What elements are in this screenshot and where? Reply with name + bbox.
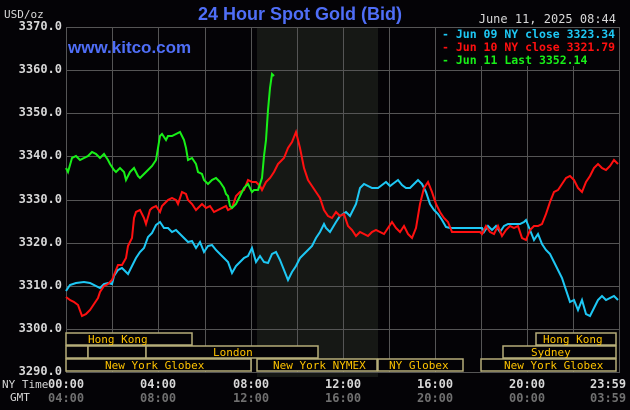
y-tick: 3320.0 bbox=[18, 235, 62, 249]
grid bbox=[66, 27, 620, 373]
legend-item-jun10: - Jun 10 NY close 3321.79 bbox=[442, 40, 616, 54]
x-tick-ny: 04:00 bbox=[140, 377, 177, 391]
legend-label: Jun 11 Last 3352.14 bbox=[455, 53, 588, 67]
y-tick: 3330.0 bbox=[18, 192, 62, 206]
session-new-york-globex-2: New York Globex bbox=[504, 359, 604, 372]
x-tick-gmt: 16:00 bbox=[325, 391, 362, 405]
y-tick: 3360.0 bbox=[18, 62, 62, 76]
session-new-york-nymex: New York NYMEX bbox=[273, 359, 366, 372]
session-sydney: Sydney bbox=[531, 346, 571, 359]
x-tick-gmt: 12:00 bbox=[233, 391, 270, 405]
x-row-label-ny: NY Time bbox=[2, 378, 49, 391]
y-tick: 3370.0 bbox=[18, 19, 62, 33]
y-tick: 3340.0 bbox=[18, 148, 62, 162]
chart-title-text: 24 Hour Spot Gold (Bid) bbox=[198, 4, 402, 24]
series-jun09-line bbox=[65, 178, 619, 318]
x-tick-ny: 16:00 bbox=[417, 377, 454, 391]
series-jun10-line bbox=[65, 128, 619, 318]
legend-label: Jun 09 NY close 3323.34 bbox=[455, 27, 616, 41]
x-tick-ny: 12:00 bbox=[325, 377, 362, 391]
x-tick-ny: 00:00 bbox=[48, 377, 85, 391]
y-tick: 3300.0 bbox=[18, 321, 62, 335]
series-jun11-line bbox=[65, 71, 275, 210]
x-tick-ny: 20:00 bbox=[509, 377, 546, 391]
x-tick-gmt: 00:00 bbox=[509, 391, 546, 405]
session-hong-kong-2: Hong Kong bbox=[543, 333, 603, 346]
session-london: London bbox=[213, 346, 253, 359]
chart-datetime: June 11, 2025 08:44 bbox=[478, 12, 616, 26]
chart-title: 24 Hour Spot Gold (Bid) bbox=[0, 4, 630, 25]
y-tick: 3350.0 bbox=[18, 105, 62, 119]
session-highlight-band bbox=[257, 27, 378, 377]
x-tick-gmt: 08:00 bbox=[140, 391, 177, 405]
x-tick-gmt: 20:00 bbox=[417, 391, 454, 405]
y-axis-unit: USD/oz bbox=[4, 8, 44, 21]
y-tick: 3310.0 bbox=[18, 278, 62, 292]
session-ny-globex: NY Globex bbox=[389, 359, 449, 372]
x-row-label-gmt: GMT bbox=[10, 391, 30, 404]
site-watermark: www.kitco.com bbox=[68, 38, 192, 57]
legend: - Jun 09 NY close 3323.34 - Jun 10 NY cl… bbox=[440, 27, 619, 67]
legend-label: Jun 10 NY close 3321.79 bbox=[455, 40, 616, 54]
x-tick-gmt: 04:00 bbox=[48, 391, 85, 405]
x-tick-gmt: 03:59 bbox=[590, 391, 627, 405]
y-tick: 3290.0 bbox=[18, 364, 62, 378]
legend-item-jun11: - Jun 11 Last 3352.14 bbox=[442, 53, 588, 67]
session-new-york-globex: New York Globex bbox=[105, 359, 205, 372]
x-tick-ny: 08:00 bbox=[233, 377, 270, 391]
legend-item-jun09: - Jun 09 NY close 3323.34 bbox=[442, 27, 616, 41]
x-tick-ny: 23:59 bbox=[590, 377, 627, 391]
session-hong-kong: Hong Kong bbox=[88, 333, 148, 346]
